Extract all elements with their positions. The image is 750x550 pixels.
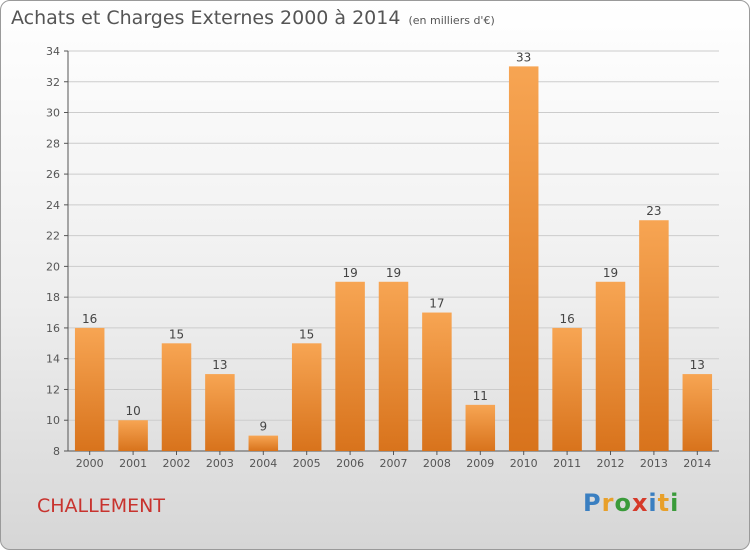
y-tick-label: 8 [53, 445, 60, 458]
x-tick-label: 2004 [249, 457, 277, 470]
bar [161, 343, 192, 451]
bar [682, 374, 713, 451]
bar [248, 435, 279, 451]
y-tick-label: 10 [46, 414, 60, 427]
bar-value-label: 19 [603, 266, 618, 280]
x-tick-label: 2007 [380, 457, 408, 470]
y-tick-label: 18 [46, 291, 60, 304]
bar [639, 220, 669, 451]
bar-value-label: 11 [473, 389, 488, 403]
proxiti-logo: Proxiti [583, 489, 679, 517]
bar-value-label: 15 [169, 327, 184, 341]
bar [508, 66, 539, 451]
bar [335, 281, 365, 451]
bar [74, 327, 105, 451]
x-tick-label: 2001 [119, 457, 147, 470]
logo-letter: r [601, 489, 615, 517]
bar [118, 420, 148, 451]
bars [74, 66, 713, 451]
logo-letter: P [583, 489, 602, 517]
bar-value-label: 13 [690, 358, 705, 372]
bar [552, 327, 582, 451]
logo-letter: i [670, 489, 680, 517]
x-tick-label: 2006 [336, 457, 364, 470]
y-tick-label: 20 [46, 260, 60, 273]
bar [422, 312, 452, 451]
y-tick-label: 28 [46, 137, 60, 150]
y-tick-label: 34 [46, 45, 60, 58]
x-tick-label: 2013 [640, 457, 668, 470]
bar-value-label: 15 [299, 327, 314, 341]
bar [378, 281, 409, 451]
x-tick-label: 2005 [293, 457, 321, 470]
x-tick-label: 2002 [163, 457, 191, 470]
logo-letter: x [631, 489, 649, 517]
y-tick-label: 26 [46, 168, 60, 181]
y-tick-label: 30 [46, 107, 60, 120]
bar [595, 281, 626, 451]
x-tick-label: 2009 [466, 457, 494, 470]
y-tick-label: 16 [46, 322, 60, 335]
chart-title-unit: (en milliers d'€) [408, 14, 495, 27]
y-tick-label: 24 [46, 199, 60, 212]
y-tick-label: 32 [46, 76, 60, 89]
bar-value-label: 10 [125, 404, 140, 418]
y-tick-label: 12 [46, 383, 60, 396]
x-tick-label: 2010 [510, 457, 538, 470]
bar [205, 374, 235, 451]
bar-value-label: 9 [259, 420, 267, 434]
x-tick-label: 2003 [206, 457, 234, 470]
x-tick-label: 2008 [423, 457, 451, 470]
x-tick-label: 2014 [683, 457, 711, 470]
bar-value-label: 23 [646, 204, 661, 218]
x-tick-label: 2000 [76, 457, 104, 470]
bar-value-label: 19 [386, 266, 401, 280]
y-tick-label: 22 [46, 230, 60, 243]
bar-value-label: 17 [429, 297, 444, 311]
logo-letter: i [648, 489, 658, 517]
bar-value-label: 16 [82, 312, 97, 326]
chart-title-main: Achats et Charges Externes 2000 à 2014 [11, 7, 401, 29]
bar [291, 343, 322, 451]
x-tick-label: 2011 [553, 457, 581, 470]
logo-letter: t [657, 489, 671, 517]
chart-title: Achats et Charges Externes 2000 à 2014 (e… [11, 7, 495, 29]
logo-letter: o [614, 489, 632, 517]
commune-name: CHALLEMENT [37, 495, 165, 517]
bar-value-label: 13 [212, 358, 227, 372]
bar-value-label: 16 [559, 312, 574, 326]
bar-value-label: 19 [342, 266, 357, 280]
bar [465, 404, 496, 451]
labels: 8 10 12 14 16 18 20 22 24 26 28 30 32 34 16 2000 10 2001 1… [46, 45, 711, 470]
x-tick-label: 2012 [597, 457, 625, 470]
bar-value-label: 33 [516, 50, 531, 64]
y-tick-label: 14 [46, 353, 60, 366]
